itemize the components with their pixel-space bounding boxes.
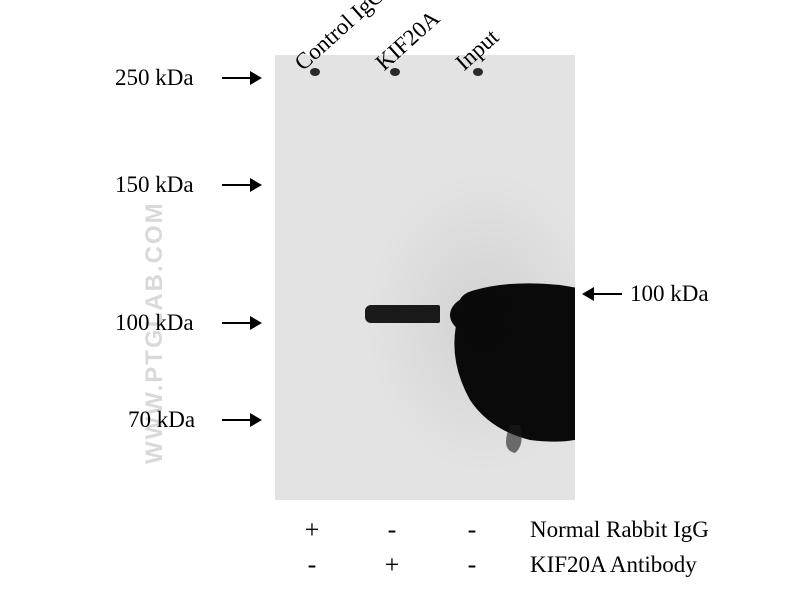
mw-label-100: 100 kDa [115, 310, 194, 336]
condition-sign: + [302, 515, 322, 545]
condition-sign: - [382, 515, 402, 545]
condition-sign: - [462, 550, 482, 580]
mw-label-150: 150 kDa [115, 172, 194, 198]
mw-text: 150 kDa [115, 172, 194, 197]
arrow-icon [222, 184, 252, 186]
arrow-icon [222, 77, 252, 79]
arrow-icon [592, 293, 622, 295]
mw-text: 250 kDa [115, 65, 194, 90]
condition-sign: + [382, 550, 402, 580]
detected-band-label: 100 kDa [630, 281, 709, 307]
mw-text: 100 kDa [115, 310, 194, 335]
arrow-icon [222, 322, 252, 324]
figure-container: WWW.PTGLAB.COM 250 kDa 150 kDa 100 kDa [0, 0, 800, 600]
arrow-line [222, 419, 252, 421]
mw-label-250: 250 kDa [115, 65, 194, 91]
arrow-line [222, 322, 252, 324]
condition-sign: - [462, 515, 482, 545]
mw-label-70: 70 kDa [128, 407, 195, 433]
condition-label: Normal Rabbit IgG [530, 517, 709, 543]
blot-shading [275, 55, 575, 500]
arrow-line [222, 77, 252, 79]
arrow-line [222, 184, 252, 186]
arrow-line [592, 293, 622, 295]
blot-image [275, 55, 575, 500]
condition-label: KIF20A Antibody [530, 552, 697, 578]
mw-text: 70 kDa [128, 407, 195, 432]
arrow-icon [222, 419, 252, 421]
condition-sign: - [302, 550, 322, 580]
